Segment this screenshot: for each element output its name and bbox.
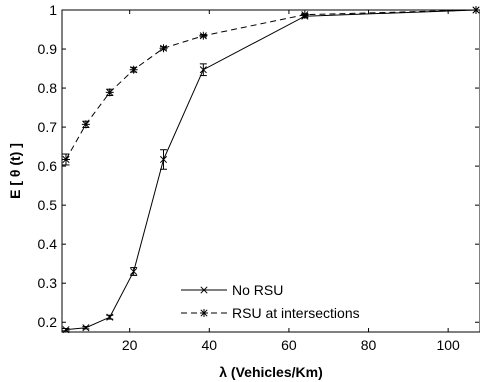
legend: No RSU RSU at intersections [181, 282, 360, 321]
x-marker [82, 324, 90, 332]
star-marker [159, 44, 168, 53]
x-marker [106, 313, 114, 321]
series-layer [61, 6, 480, 334]
star-marker [300, 10, 309, 19]
star-marker [105, 88, 114, 97]
x-axis: 20 40 60 80 100 [122, 10, 460, 353]
y-tick-label: 0.2 [38, 314, 58, 330]
x-tick-label: 20 [122, 337, 138, 353]
star-marker [472, 6, 480, 14]
x-tick-label: 100 [436, 337, 460, 353]
y-tick-label: 1 [49, 2, 57, 18]
y-tick-label: 0.6 [38, 158, 58, 174]
y-tick-label: 0.4 [38, 236, 58, 252]
star-marker [199, 31, 208, 40]
star-marker [81, 120, 90, 129]
star-marker [129, 65, 138, 74]
x-marker [200, 286, 208, 294]
x-axis-title: λ (Vehicles/Km) [219, 364, 323, 380]
y-tick-label: 0.9 [38, 41, 58, 57]
legend-label: No RSU [232, 282, 283, 298]
series-line [65, 9, 477, 160]
x-marker [159, 155, 168, 164]
legend-entry: RSU at intersections [181, 305, 360, 321]
series-rsu-intersections [61, 6, 480, 166]
x-tick-label: 60 [281, 337, 297, 353]
star-marker [200, 309, 208, 317]
series-line [65, 9, 477, 331]
x-marker [199, 66, 207, 74]
y-tick-label: 0.8 [38, 80, 58, 96]
y-tick-label: 0.3 [38, 275, 58, 291]
plot-frame [61, 9, 480, 333]
y-tick-label: 0.5 [38, 197, 58, 213]
legend-entry: No RSU [181, 282, 283, 298]
x-tick-label: 40 [202, 337, 218, 353]
star-marker [61, 155, 70, 164]
x-tick-label: 80 [361, 337, 377, 353]
legend-label: RSU at intersections [232, 305, 360, 321]
y-tick-label: 0.7 [38, 119, 58, 135]
x-marker [130, 267, 138, 276]
y-axis: 0.2 0.3 0.4 0.5 0.6 0.7 0.8 0.9 1 [38, 2, 479, 330]
x-marker [62, 326, 70, 334]
y-axis-title: E [ θ (t) ] [7, 143, 23, 199]
